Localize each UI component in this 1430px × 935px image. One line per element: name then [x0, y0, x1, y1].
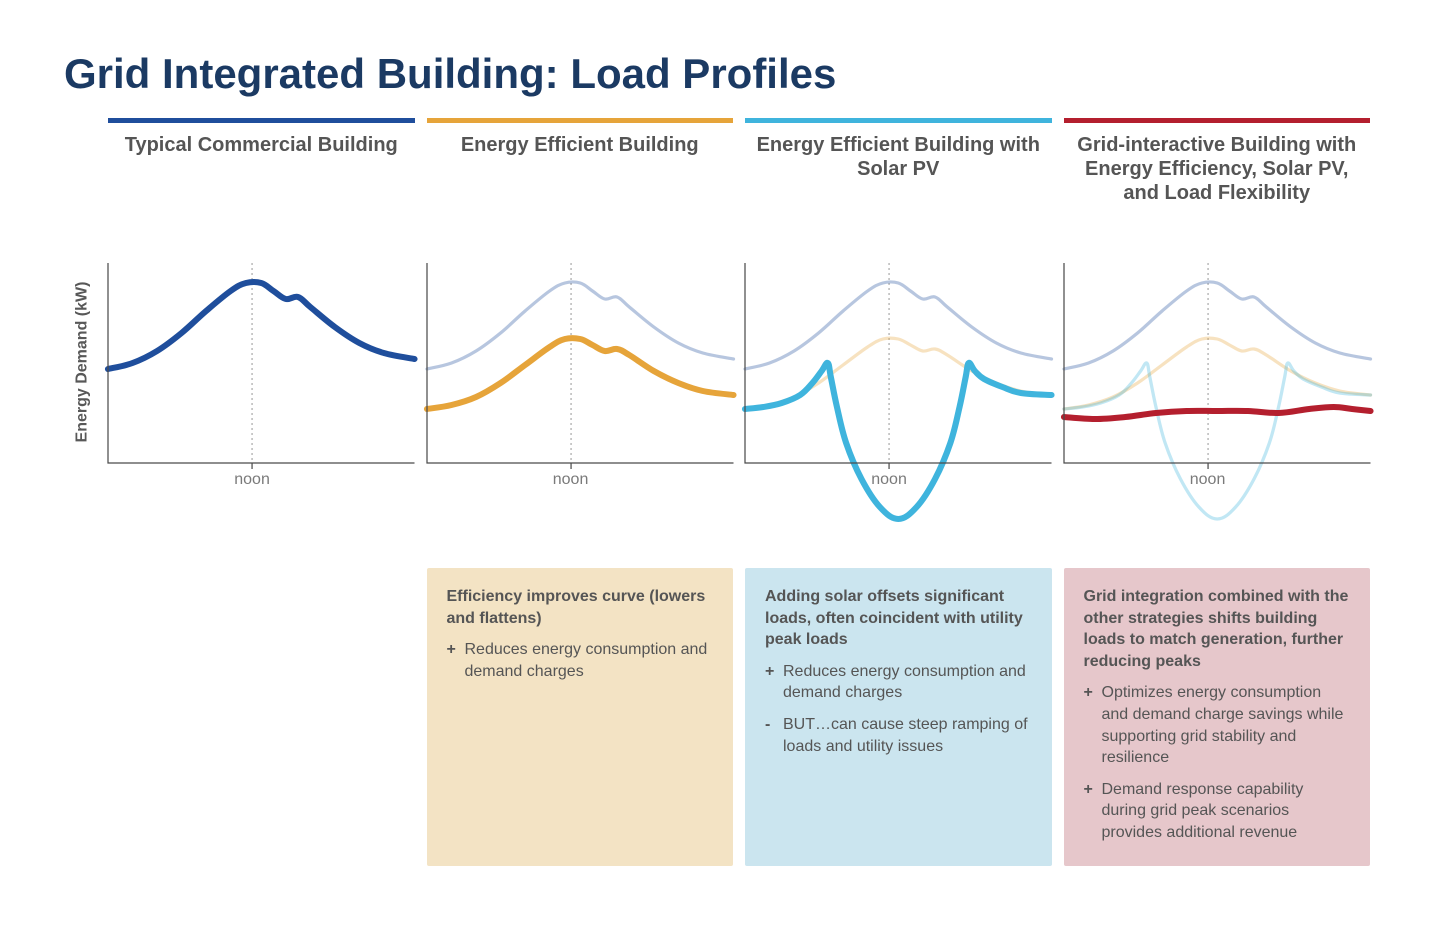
callout-solar: Adding solar offsets significant loads, …	[745, 568, 1052, 866]
chart-axes	[1064, 263, 1371, 463]
chart-grid: noon	[1064, 263, 1371, 483]
callout-efficient: Efficiency improves curve (lowers and fl…	[427, 568, 734, 866]
yaxis-column: Energy Demand (kW)	[60, 118, 96, 866]
chart-solar: noon	[745, 263, 1052, 483]
callout-bullet: +Reduces energy consumption and demand c…	[447, 639, 714, 682]
callout-headline: Adding solar offsets significant loads, …	[765, 586, 1032, 651]
ghost-curve-commercial	[745, 282, 1052, 369]
chart-svg	[745, 263, 1052, 548]
bullet-sign: +	[1084, 682, 1102, 768]
bullet-text: BUT…can cause steep ramping of loads and…	[783, 714, 1032, 757]
panel-solar: Energy Efficient Building with Solar PVn…	[745, 118, 1052, 866]
xaxis-label: noon	[234, 471, 270, 489]
panel-efficient: Energy Efficient BuildingnoonEfficiency …	[427, 118, 734, 866]
panels-row: Energy Demand (kW) Typical Commercial Bu…	[60, 118, 1370, 866]
chart-svg	[108, 263, 415, 548]
bullet-sign: +	[1084, 779, 1102, 844]
panel-typical: Typical Commercial Buildingnoon	[108, 118, 415, 866]
panel-title: Typical Commercial Building	[108, 123, 415, 263]
primary-curve-commercial	[108, 282, 415, 369]
panels-mount: Typical Commercial BuildingnoonEnergy Ef…	[108, 118, 1370, 866]
bullet-sign: +	[447, 639, 465, 682]
bullet-text: Reduces energy consumption and demand ch…	[783, 661, 1032, 704]
bullet-text: Reduces energy consumption and demand ch…	[465, 639, 714, 682]
primary-curve-grid_interactive	[1064, 407, 1371, 419]
callout-bullets: +Optimizes energy consumption and demand…	[1084, 682, 1351, 843]
xaxis-label: noon	[1190, 471, 1226, 489]
callout-headline: Grid integration combined with the other…	[1084, 586, 1351, 672]
callout-bullet: +Reduces energy consumption and demand c…	[765, 661, 1032, 704]
callout-bullets: +Reduces energy consumption and demand c…	[447, 639, 714, 682]
callout-grid: Grid integration combined with the other…	[1064, 568, 1371, 866]
xaxis-label: noon	[553, 471, 589, 489]
panel-title: Energy Efficient Building	[427, 123, 734, 263]
chart-typical: noon	[108, 263, 415, 483]
chart-efficient: noon	[427, 263, 734, 483]
chart-axes	[745, 263, 1052, 463]
chart-axes	[427, 263, 734, 463]
xaxis-label: noon	[871, 471, 907, 489]
callout-headline: Efficiency improves curve (lowers and fl…	[447, 586, 714, 629]
page-title: Grid Integrated Building: Load Profiles	[64, 50, 1370, 98]
bullet-sign: +	[765, 661, 783, 704]
bullet-text: Optimizes energy consumption and demand …	[1102, 682, 1351, 768]
chart-svg	[427, 263, 734, 548]
panel-title: Energy Efficient Building with Solar PV	[745, 123, 1052, 263]
primary-curve-solar_pv	[745, 363, 1052, 519]
ghost-curve-commercial	[1064, 282, 1371, 369]
callout-spacer	[108, 568, 415, 866]
callout-bullets: +Reduces energy consumption and demand c…	[765, 661, 1032, 757]
callout-bullet: +Demand response capability during grid …	[1084, 779, 1351, 844]
panel-title: Grid-interactive Building with Energy Ef…	[1064, 123, 1371, 263]
ghost-curve-commercial	[427, 282, 734, 369]
chart-svg	[1064, 263, 1371, 548]
callout-bullet: +Optimizes energy consumption and demand…	[1084, 682, 1351, 768]
yaxis-label: Energy Demand (kW)	[73, 282, 91, 443]
panel-grid: Grid-interactive Building with Energy Ef…	[1064, 118, 1371, 866]
bullet-text: Demand response capability during grid p…	[1102, 779, 1351, 844]
bullet-sign: -	[765, 714, 783, 757]
page: Grid Integrated Building: Load Profiles …	[0, 0, 1430, 896]
chart-axes	[108, 263, 415, 463]
callout-bullet: -BUT…can cause steep ramping of loads an…	[765, 714, 1032, 757]
